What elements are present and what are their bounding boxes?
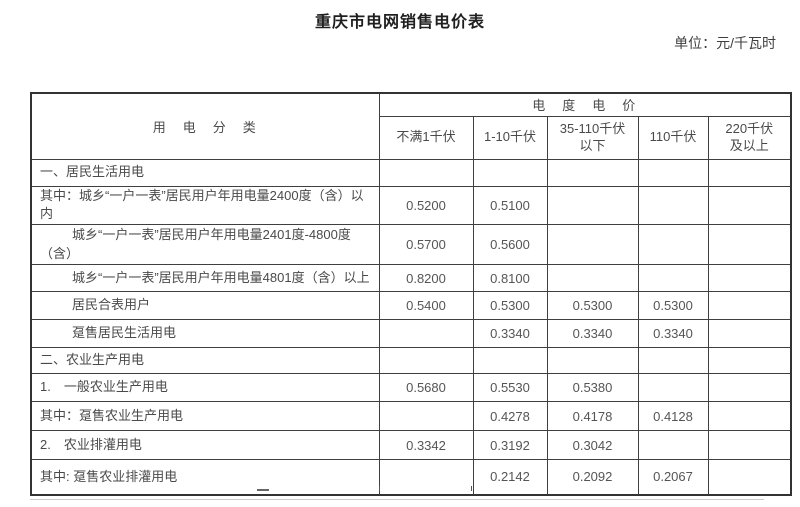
row-label: 一、居民生活用电: [30, 158, 380, 187]
row-label: 2. 农业排灌用电: [30, 430, 380, 461]
price-cell: 0.2067: [637, 459, 709, 496]
price-cell: [472, 347, 548, 375]
voltage-header: 220千伏 及以上: [707, 115, 792, 160]
price-cell: 0.2092: [546, 459, 639, 496]
price-group-header: 电 度 电 价: [378, 92, 792, 117]
price-cell: [546, 347, 639, 375]
unit-label: 单位：元/千瓦时: [674, 35, 776, 51]
table-row: 城乡“一户一表”居民用户年用电量4801度（含）以上 0.8200 0.8100: [30, 264, 792, 293]
page-title: 重庆市电网销售电价表: [314, 14, 485, 31]
price-cell: 0.5300: [546, 291, 639, 321]
table-row: 其中：趸售农业生产用电 0.4278 0.4178 0.4128: [30, 401, 792, 432]
price-cell: [707, 264, 792, 293]
price-cell: [707, 401, 792, 432]
row-label: 其中：城乡“一户一表”居民用户年用电量2400度（含）以内: [30, 185, 380, 226]
price-cell: [707, 373, 792, 403]
voltage-header: 不满1千伏: [378, 115, 474, 160]
price-cell: [637, 185, 709, 226]
price-cell: 0.5100: [472, 185, 548, 226]
price-cell: 0.2142: [472, 459, 548, 496]
price-cell: [707, 319, 792, 349]
price-cell: 0.3340: [637, 319, 709, 349]
price-cell: [707, 430, 792, 461]
price-cell: 0.5300: [637, 291, 709, 321]
price-cell: [637, 264, 709, 293]
price-cell: [546, 264, 639, 293]
table-row: 趸售居民生活用电 0.3340 0.3340 0.3340: [30, 319, 792, 349]
price-cell: [546, 185, 639, 226]
price-cell: [378, 158, 474, 187]
voltage-header: 110千伏: [637, 115, 709, 160]
price-cell: 0.5400: [378, 291, 474, 321]
voltage-header: 35-110千伏 以下: [546, 115, 639, 160]
table-row: 其中: 趸售农业排灌用电 0.2142 0.2092 0.2067: [30, 459, 792, 496]
price-cell: 0.3342: [378, 430, 474, 461]
price-cell: 0.8100: [472, 264, 548, 293]
row-label: 城乡“一户一表”居民用户年用电量4801度（含）以上: [30, 264, 380, 293]
price-cell: [378, 347, 474, 375]
table-row: 2. 农业排灌用电 0.3342 0.3192 0.3042: [30, 430, 792, 461]
price-cell: [707, 224, 792, 266]
price-cell: [707, 347, 792, 375]
price-cell: 0.8200: [378, 264, 474, 293]
cutoff-faint-line: [30, 499, 764, 500]
voltage-header: 1-10千伏: [472, 115, 548, 160]
table-row: 居民合表用户 0.5400 0.5300 0.5300 0.5300: [30, 291, 792, 321]
price-cell: 0.3340: [472, 319, 548, 349]
cutoff-column-line: [379, 486, 380, 491]
price-cell: [707, 459, 792, 496]
row-label: 其中：趸售农业生产用电: [30, 401, 380, 432]
price-cell: 0.5700: [378, 224, 474, 266]
price-cell: 0.4278: [472, 401, 548, 432]
table-row: 城乡“一户一表”居民用户年用电量2401度-4800度 （含） 0.5700 0…: [30, 224, 792, 266]
price-cell: 0.5300: [472, 291, 548, 321]
price-cell: [707, 185, 792, 226]
table-row: 1. 一般农业生产用电 0.5680 0.5530 0.5380: [30, 373, 792, 403]
row-label: 二、农业生产用电: [30, 347, 380, 375]
price-cell: 0.4128: [637, 401, 709, 432]
price-cell: [378, 319, 474, 349]
price-cell: [707, 291, 792, 321]
price-cell: [378, 401, 474, 432]
price-cell: 0.5600: [472, 224, 548, 266]
table-row: 其中：城乡“一户一表”居民用户年用电量2400度（含）以内 0.5200 0.5…: [30, 185, 792, 226]
classification-header: 用 电 分 类: [30, 92, 380, 160]
table-row: 二、农业生产用电: [30, 347, 792, 375]
price-cell: [472, 158, 548, 187]
row-label: 1. 一般农业生产用电: [30, 373, 380, 403]
cutoff-column-line: [471, 486, 472, 491]
price-cell: [378, 459, 474, 496]
price-cell: [546, 158, 639, 187]
price-cell: [707, 158, 792, 187]
row-label: 其中: 趸售农业排灌用电: [30, 459, 380, 496]
table-row: 一、居民生活用电: [30, 158, 792, 187]
price-cell: [637, 373, 709, 403]
price-cell: [637, 430, 709, 461]
row-label: 趸售居民生活用电: [30, 319, 380, 349]
price-cell: 0.3192: [472, 430, 548, 461]
price-cell: [637, 347, 709, 375]
price-cell: [546, 224, 639, 266]
price-cell: 0.5530: [472, 373, 548, 403]
row-label: 居民合表用户: [30, 291, 380, 321]
price-cell: 0.4178: [546, 401, 639, 432]
electricity-price-table: 用 电 分 类 电 度 电 价 不满1千伏 1-10千伏 35-110千伏 以下…: [30, 92, 793, 496]
price-cell: 0.5380: [546, 373, 639, 403]
price-cell: 0.3042: [546, 430, 639, 461]
price-cell: [637, 158, 709, 187]
cutoff-row-dash: [257, 489, 269, 491]
price-cell: [637, 224, 709, 266]
table-header-row-group: 用 电 分 类 电 度 电 价: [30, 92, 792, 160]
row-label: 城乡“一户一表”居民用户年用电量2401度-4800度 （含）: [30, 224, 380, 266]
price-cell: 0.5200: [378, 185, 474, 226]
price-cell: 0.5680: [378, 373, 474, 403]
table-header-row-voltages: 不满1千伏 1-10千伏 35-110千伏 以下 110千伏 220千伏 及以上: [31, 115, 792, 160]
price-cell: 0.3340: [546, 319, 639, 349]
